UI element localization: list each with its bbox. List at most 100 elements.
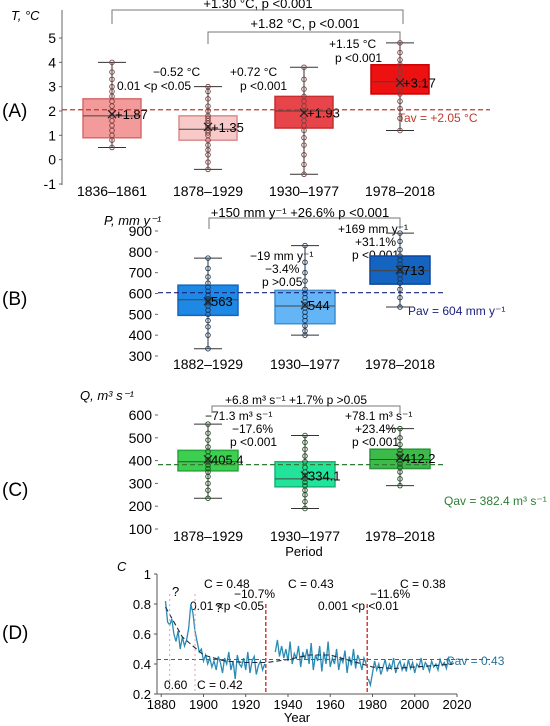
panel-b-ytick-label-5: 800 [129,244,153,260]
panel-b-point-0-0 [205,345,211,352]
panel-b-point-2-0 [397,304,403,310]
panel-a-point-3-11 [397,57,403,63]
panel-c-change-3a: +78.1 m³ s⁻¹ [345,409,412,423]
panel-a-ylabel: T, °C [11,8,40,23]
panel-a-change-3b: p <0.001 [240,79,287,93]
panel-d-ytick-label-3: 0.8 [133,597,151,612]
panel-d-ytick-label-2: 0.6 [133,627,151,642]
panel-a-bracket-2: +1.82 °C, p <0.001 [250,16,359,31]
panel-b-point-0-13 [205,280,211,286]
panel-d-trend-line [165,606,453,670]
panel-b-category-0: 1882–1929 [173,356,243,372]
panel-a-category-2: 1930–1977 [269,183,339,199]
panel-c-ytick-label-1: 200 [129,498,153,514]
panel-a-point-0-14 [109,69,115,75]
panel-a-ytick-label-2: 1 [48,127,56,143]
panel-b-point-1-14 [302,259,308,266]
panel-c-point-1-5 [302,479,308,486]
panel-label-d: (D) [2,623,28,644]
panel-b-change-3b: +31.1% [355,235,396,249]
panel-a-point-3-0 [397,127,403,134]
panel-a-point-0-15 [109,59,115,66]
panel-c-point-0-14 [205,421,211,427]
panel-c-point-2-11 [397,425,403,432]
panel-a-point-1-16 [205,103,211,109]
panel-a-point-0-0 [109,144,115,151]
panel-b-change-2b: −3.4% [265,262,300,276]
panel-a-ytick-label-6: 5 [48,30,56,46]
panel-a-brackets: +1.30 °C, p <0.001 +1.82 °C, p <0.001 [111,0,404,44]
panel-a-ytick-label-5: 4 [48,54,56,70]
panel-c-ytick-label-4: 500 [129,430,153,446]
panel-b-point-2-2 [397,286,403,293]
panel-b-point-0-2 [205,324,211,330]
panel-label-b: (B) [2,289,27,310]
panel-c-ytick-label-3: 400 [129,453,153,469]
panel-a-mean-marker-0 [107,109,117,119]
panel-c-category-2: 1978–2018 [365,528,435,544]
panel-c-point-1-12 [302,446,308,452]
panel-b-ytick-label-3: 600 [129,286,153,302]
panel-a-category-1: 1878–1929 [173,183,243,199]
panel-d-question-1: ? [172,584,179,599]
panel-b-point-0-1 [205,332,211,338]
panel-c-box-2 [369,448,431,470]
panel-d-ytick-label-1: 0.4 [133,657,151,672]
panel-d-series-line-1 [274,639,367,674]
panel-c-category-0: 1878–1929 [173,528,243,544]
panel-a-point-1-17 [205,96,211,102]
panel-a-point-0-12 [109,83,115,90]
panel-c-point-1-4 [302,482,308,489]
panel-a-point-3-2 [397,105,403,112]
panel-c-ytick-label-5: 600 [129,407,153,423]
panel-c-bracket-1: +6.8 m³ s⁻¹ +1.7% p >0.05 [225,393,367,407]
panel-a-point-2-2 [301,152,307,158]
panel-c-point-0-1 [205,487,211,493]
panel-a-avg-label: Tav = +2.05 °C [398,111,478,125]
panel-a-point-2-14 [301,76,307,83]
panel-a-mean-marker-3 [395,78,405,87]
panel-b-point-0-6 [205,303,211,309]
panel-b-mean-label-0: 563 [211,294,233,309]
panel-b: (B) P, mm y⁻¹ +150 mm y⁻¹ +26.6% p <0.00… [2,205,505,372]
panel-a-ytick-label-1: 0 [48,152,56,168]
panel-a-point-0-13 [109,76,115,83]
panel-a-change-3a: +0.72 °C [230,65,277,79]
panel-c-point-1-11 [302,453,308,459]
panel-b-avg-label: Pav = 604 mm y⁻¹ [408,304,505,318]
panel-c-ylabel: Q, m³ s⁻¹ [80,388,134,403]
panel-b-bracket-1: +150 mm y⁻¹ +26.6% p <0.001 [211,205,390,220]
panel-a-point-3-3 [397,98,403,105]
panel-a: (A) T, °C +1.30 °C, p <0.001 +1.82 °C, p… [2,0,490,199]
panel-b-point-1-2 [302,323,308,329]
panel-b-change-2a: −19 mm y⁻¹ [250,249,313,263]
panel-c-point-0-12 [205,437,211,443]
panel-d-xtick-label-6: 2000 [400,697,429,712]
panel-b-point-2-11 [397,246,403,253]
panel-a-point-2-1 [301,161,307,168]
panel-label-c: (C) [2,480,28,501]
panel-b-point-0-16 [205,255,211,261]
panel-d-series-line-2 [367,655,454,688]
panel-b-ytick-label-4: 700 [129,265,153,281]
panel-c-point-0-8 [205,456,211,463]
panel-a-point-2-12 [301,93,307,100]
panel-c-point-2-8 [397,447,403,454]
panel-b-point-1-1 [302,328,308,334]
panel-a-point-2-15 [301,64,307,70]
panel-c-xlabel: Period [285,544,323,559]
panel-a-mean-marker-1 [203,122,213,132]
panel-c-point-1-7 [302,472,308,479]
panel-c-ytick-label-0: 100 [129,521,153,537]
panel-a-mean-label-2: +1.93 [307,106,340,121]
panel-d-xtick-label-5: 1980 [358,697,387,712]
panel-d-xtick-label-3: 1940 [274,697,303,712]
panel-c-change-3b: +23.4% [355,422,396,436]
panel-a-point-2-0 [301,171,307,178]
panel-b-point-0-8 [205,298,211,304]
panel-c-mean-label-0: 405.4 [211,452,244,467]
panel-b-point-2-1 [397,294,403,301]
panel-d-xtick-label-4: 1960 [316,697,345,712]
panel-a-point-2-3 [301,142,307,148]
panel-b-point-0-15 [205,265,211,272]
